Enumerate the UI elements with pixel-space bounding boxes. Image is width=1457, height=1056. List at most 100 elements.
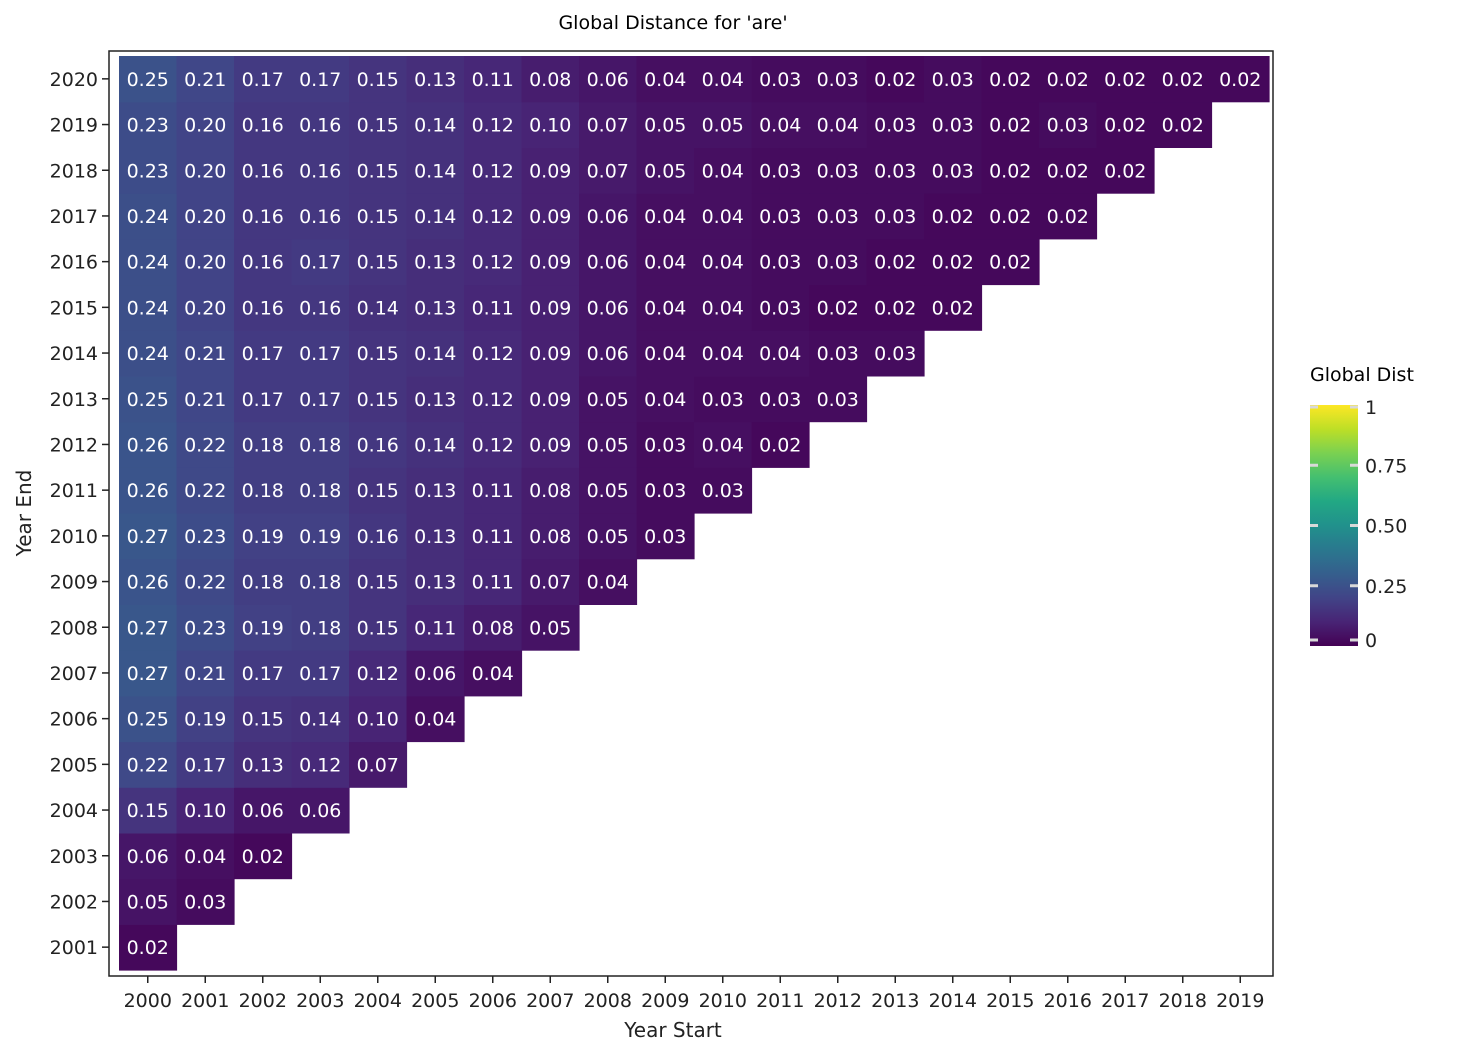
heatmap-cell [981, 238, 1040, 286]
heatmap-cell [349, 284, 408, 331]
heatmap-cell [291, 56, 350, 103]
cell-value-label: 0.03 [1047, 115, 1089, 137]
heatmap-cell [1096, 56, 1155, 103]
heatmap-cell [924, 284, 983, 331]
heatmap-cell [694, 56, 753, 103]
cell-value-label: 0.02 [874, 297, 916, 319]
cell-value-label: 0.04 [759, 343, 801, 365]
heatmap-cell [636, 513, 695, 560]
cell-value-label: 0.26 [127, 434, 169, 456]
cell-value-label: 0.13 [414, 389, 456, 411]
cell-value-label: 0.16 [299, 206, 341, 228]
cell-value-label: 0.07 [587, 115, 629, 137]
heatmap-cell [521, 101, 580, 148]
heatmap-cell [406, 330, 465, 377]
heatmap-cell [694, 147, 753, 194]
x-tick-label: 2004 [354, 990, 402, 1012]
cell-value-label: 0.03 [184, 891, 226, 913]
cell-value-label: 0.02 [1162, 115, 1204, 137]
cell-value-label: 0.22 [127, 754, 169, 776]
cell-value-label: 0.02 [989, 115, 1031, 137]
cell-value-label: 0.15 [357, 617, 399, 639]
heatmap-cell [751, 375, 810, 423]
heatmap-cell [521, 284, 580, 331]
cell-value-label: 0.15 [357, 252, 399, 274]
cell-value-label: 0.17 [299, 389, 341, 411]
y-tick-label: 2019 [50, 115, 98, 137]
cell-value-label: 0.22 [184, 572, 226, 594]
cell-value-label: 0.23 [184, 526, 226, 548]
cell-value-label: 0.03 [644, 526, 686, 548]
heatmap-cell [636, 284, 695, 331]
heatmap-cell [751, 56, 810, 103]
cell-value-label: 0.05 [127, 891, 169, 913]
cell-value-label: 0.03 [874, 115, 916, 137]
x-tick-label: 2000 [124, 990, 172, 1012]
cell-value-label: 0.16 [242, 115, 284, 137]
cell-value-label: 0.04 [702, 206, 744, 228]
cell-value-label: 0.22 [184, 480, 226, 502]
heatmap-cell [406, 193, 465, 240]
cell-value-label: 0.23 [127, 115, 169, 137]
cell-value-label: 0.26 [127, 572, 169, 594]
cell-value-label: 0.14 [414, 343, 456, 365]
cell-value-label: 0.04 [702, 69, 744, 91]
heatmap-cell [464, 56, 523, 103]
y-tick-label: 2007 [50, 663, 98, 685]
cell-value-label: 0.27 [127, 663, 169, 685]
cell-value-label: 0.14 [414, 160, 456, 182]
cell-value-label: 0.27 [127, 526, 169, 548]
heatmap-cell [809, 330, 868, 377]
heatmap-cell [809, 193, 868, 240]
heatmap-cell [119, 193, 178, 240]
heatmap-cell [579, 467, 638, 514]
cell-value-label: 0.16 [242, 206, 284, 228]
heatmap-cell [119, 741, 178, 788]
cell-value-label: 0.02 [1219, 69, 1261, 91]
cell-value-label: 0.05 [587, 434, 629, 456]
cell-value-label: 0.04 [644, 206, 686, 228]
heatmap-cell [751, 238, 810, 286]
heatmap-cell [406, 147, 465, 194]
heatmap-cell [119, 650, 178, 697]
cell-value-label: 0.16 [357, 434, 399, 456]
heatmap-cell [694, 421, 753, 468]
legend-tick-label: 0 [1365, 630, 1377, 652]
heatmap-cell [234, 56, 293, 103]
x-axis-title: Year Start [623, 1018, 722, 1042]
heatmap-cell [694, 238, 753, 286]
heatmap-cell [809, 147, 868, 194]
cell-value-label: 0.13 [414, 69, 456, 91]
cell-value-label: 0.25 [127, 69, 169, 91]
heatmap-cell [464, 604, 523, 651]
heatmap-cell [349, 147, 408, 194]
y-tick-label: 2008 [50, 617, 98, 639]
cell-value-label: 0.12 [299, 754, 341, 776]
heatmap-cell [406, 421, 465, 468]
cell-value-label: 0.04 [644, 343, 686, 365]
cell-value-label: 0.04 [587, 572, 629, 594]
heatmap-cell [464, 375, 523, 423]
heatmap-cell [924, 147, 983, 194]
y-tick-label: 2014 [50, 343, 98, 365]
heatmap-cell [176, 604, 235, 651]
cell-value-label: 0.03 [644, 434, 686, 456]
heatmap-cell [176, 147, 235, 194]
cell-value-label: 0.17 [242, 343, 284, 365]
heatmap-cell [636, 375, 695, 423]
heatmap-cell [694, 467, 753, 514]
legend-title: Global Dist [1310, 364, 1414, 386]
heatmap-cell [406, 650, 465, 697]
cell-value-label: 0.05 [587, 389, 629, 411]
cell-value-label: 0.03 [759, 252, 801, 274]
cell-value-label: 0.18 [242, 434, 284, 456]
heatmap-cell [176, 878, 235, 925]
heatmap-cell [981, 101, 1040, 148]
heatmap-cell [579, 56, 638, 103]
heatmap-cell [1154, 56, 1213, 103]
heatmap-cell [234, 741, 293, 788]
heatmap-cell [176, 513, 235, 560]
cell-value-label: 0.06 [587, 69, 629, 91]
cell-value-label: 0.11 [472, 572, 514, 594]
heatmap-cell [176, 330, 235, 377]
